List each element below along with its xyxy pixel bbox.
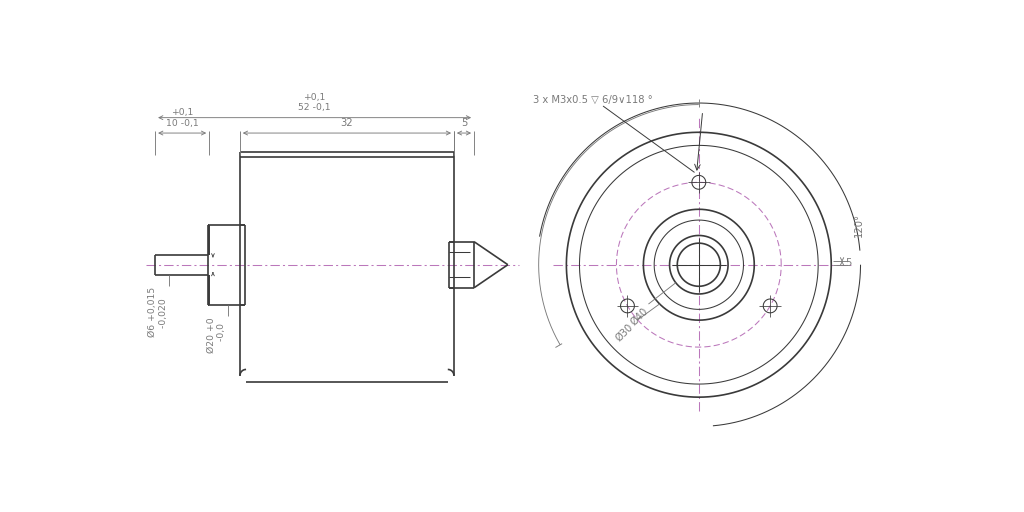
Text: 32: 32 bbox=[341, 118, 353, 127]
Text: 120°: 120° bbox=[854, 212, 864, 237]
Text: Ø6 +0,015
   -0,020: Ø6 +0,015 -0,020 bbox=[148, 287, 168, 337]
Text: 5: 5 bbox=[845, 258, 852, 268]
Text: Ø20 +0
    -0,0: Ø20 +0 -0,0 bbox=[207, 317, 226, 353]
Text: 3 x M3x0.5 ▽ 6/9∨118 °: 3 x M3x0.5 ▽ 6/9∨118 ° bbox=[534, 95, 653, 104]
Text: +0,1
52 -0,1: +0,1 52 -0,1 bbox=[298, 93, 331, 112]
Text: Ø40: Ø40 bbox=[629, 306, 650, 327]
Text: +0,1
10 -0,1: +0,1 10 -0,1 bbox=[166, 108, 199, 127]
Text: 5: 5 bbox=[461, 118, 467, 127]
Text: Ø30: Ø30 bbox=[614, 322, 636, 343]
